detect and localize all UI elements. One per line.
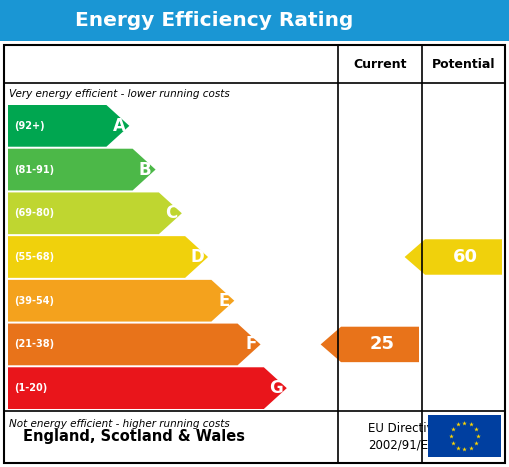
Text: B: B <box>139 161 152 178</box>
Bar <box>0 0 509 41</box>
Text: 25: 25 <box>370 335 394 354</box>
Text: (39-54): (39-54) <box>14 296 54 306</box>
Text: Very energy efficient - lower running costs: Very energy efficient - lower running co… <box>9 89 230 99</box>
Text: A: A <box>112 117 125 135</box>
Text: Potential: Potential <box>432 57 495 71</box>
Bar <box>428 415 501 457</box>
Polygon shape <box>405 239 502 275</box>
Text: (92+): (92+) <box>14 121 45 131</box>
Polygon shape <box>8 324 261 365</box>
Text: G: G <box>269 379 283 397</box>
Text: EU Directive
2002/91/EC: EU Directive 2002/91/EC <box>368 422 441 452</box>
Text: (1-20): (1-20) <box>14 383 47 393</box>
Polygon shape <box>8 236 208 278</box>
Text: (69-80): (69-80) <box>14 208 54 218</box>
Text: 60: 60 <box>453 248 478 266</box>
Text: Energy Efficiency Rating: Energy Efficiency Rating <box>75 11 353 30</box>
Text: F: F <box>245 335 257 354</box>
Text: Current: Current <box>353 57 407 71</box>
Text: C: C <box>165 204 178 222</box>
Text: (55-68): (55-68) <box>14 252 54 262</box>
Polygon shape <box>8 367 287 409</box>
Bar <box>4 45 505 463</box>
Text: England, Scotland & Wales: England, Scotland & Wales <box>23 430 245 445</box>
Text: Not energy efficient - higher running costs: Not energy efficient - higher running co… <box>9 419 230 429</box>
Text: (81-91): (81-91) <box>14 164 54 175</box>
Polygon shape <box>8 105 129 147</box>
Text: D: D <box>190 248 204 266</box>
Text: (21-38): (21-38) <box>14 340 54 349</box>
Polygon shape <box>321 327 419 362</box>
Polygon shape <box>8 192 182 234</box>
Polygon shape <box>8 149 156 191</box>
Text: E: E <box>219 292 230 310</box>
Polygon shape <box>8 280 234 322</box>
